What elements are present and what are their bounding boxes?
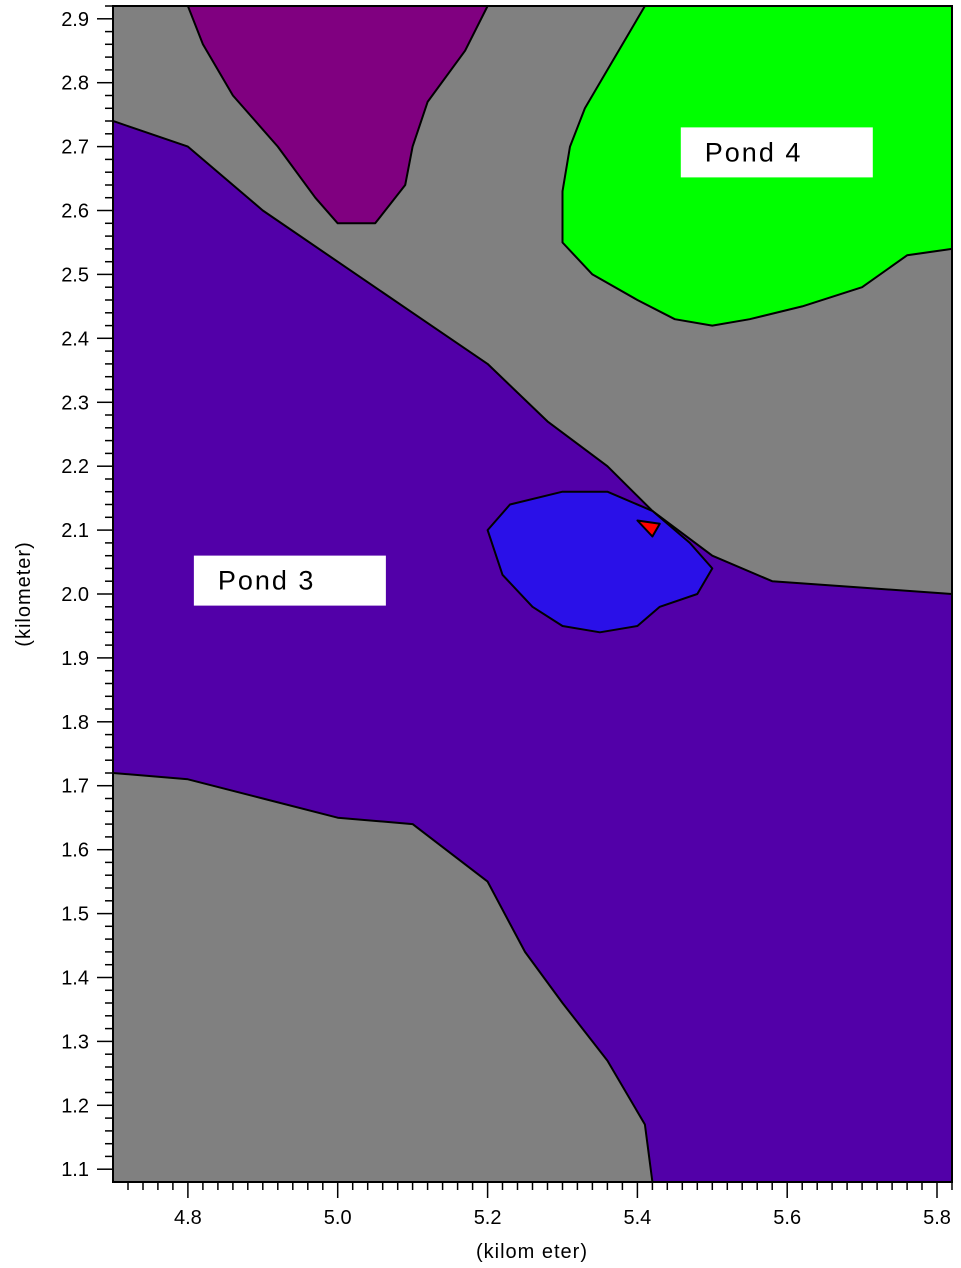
y-tick-label: 2.1 [61,520,89,542]
y-tick-label: 2.2 [61,456,89,478]
y-tick-label: 1.1 [61,1159,89,1181]
x-tick-label: 5.4 [623,1207,651,1229]
x-tick-label: 5.6 [773,1207,801,1229]
y-axis-title: (kilometer) [13,541,35,646]
contour-region-1 [113,120,952,1182]
y-tick-label: 1.3 [61,1031,89,1053]
annotation-box [680,127,873,178]
contour-region-2 [186,6,489,225]
y-tick-label: 2.9 [61,9,89,31]
y-tick-label: 1.4 [61,968,89,990]
annotation-0: Pond 4 [680,127,873,178]
x-tick-label: 5.2 [474,1207,502,1229]
x-axis-title: (kilom eter) [476,1241,588,1263]
y-tick-label: 1.5 [61,904,89,926]
y-tick-label: 2.6 [61,201,89,223]
pond-annotations: Pond 4 Pond 3 [193,127,873,606]
contour-region-5 [636,519,661,538]
annotation-label: Pond 4 [705,137,803,167]
y-tick-label: 1.9 [61,648,89,670]
y-tick-label: 1.6 [61,840,89,862]
y-tick-label: 2.4 [61,328,89,350]
y-tick-label: 1.2 [61,1095,89,1117]
y-tick-label: 1.7 [61,776,89,798]
y-tick-label: 2.5 [61,264,89,286]
y-tick-label: 2.0 [61,584,89,606]
x-tick-label: 4.8 [174,1207,202,1229]
x-tick-label: 5.8 [923,1207,951,1229]
y-tick-label: 1.8 [61,712,89,734]
annotation-1: Pond 3 [193,555,386,606]
annotation-label: Pond 3 [218,566,316,596]
y-tick-label: 2.3 [61,392,89,414]
y-tick-label: 2.7 [61,137,89,159]
y-tick-label: 2.8 [61,73,89,95]
axes: 4.8 5.0 5.2 5.4 5.6 5.8 1.1 1.2 1.3 1.4 1.5 1.6 1.7 1… [61,5,953,1229]
annotation-box [193,555,386,606]
x-tick-label: 5.0 [324,1207,352,1229]
